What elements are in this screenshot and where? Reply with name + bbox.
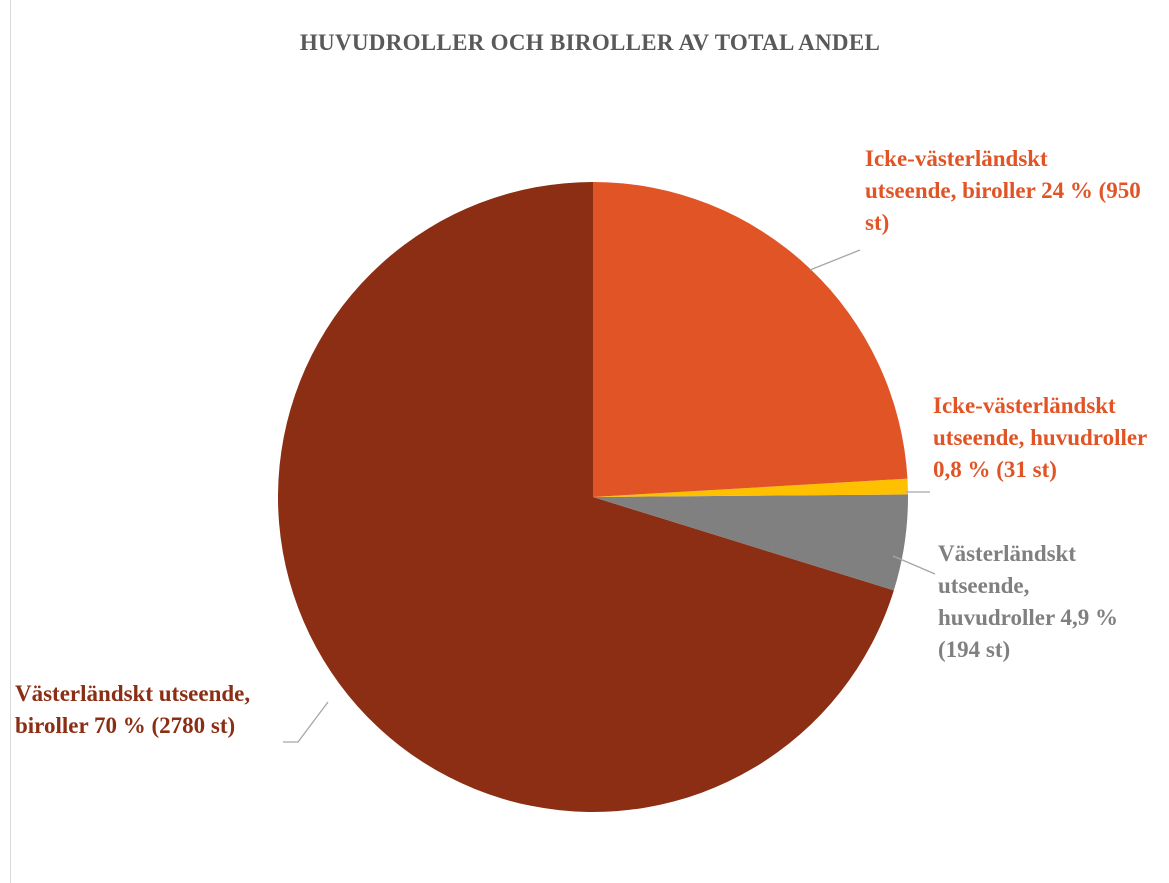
category-label: Icke-västerländskt utseende, biroller — [865, 146, 1048, 203]
pie-slice — [278, 182, 894, 812]
value-label: 24 % (950 st) — [865, 178, 1141, 235]
category-label: Icke-västerländskt utseende, huvudroller — [933, 393, 1147, 450]
pie-slice — [593, 182, 908, 497]
leader-line — [283, 701, 329, 743]
value-label: 4,9 % (194 st) — [938, 605, 1118, 662]
pie-slice — [593, 494, 909, 591]
leader-line — [892, 555, 936, 575]
value-label: 70 % (2780 st) — [94, 713, 236, 738]
leader-line — [809, 249, 861, 271]
data-label: Icke-västerländskt utseende, huvudroller… — [933, 390, 1169, 486]
data-label: Icke-västerländskt utseende, biroller 24… — [865, 143, 1143, 239]
pie-slice — [593, 478, 908, 497]
chart-title: HUVUDROLLER OCH BIROLLER AV TOTAL ANDEL — [299, 30, 881, 55]
data-label: Västerländskt utseende, biroller 70 % (2… — [15, 678, 290, 742]
data-label: Västerländskt utseende, huvudroller 4,9 … — [938, 538, 1148, 666]
value-label: 0,8 % (31 st) — [933, 457, 1057, 482]
category-label: Västerländskt utseende, huvudroller — [938, 541, 1077, 630]
category-label: Västerländskt utseende, biroller — [15, 681, 251, 738]
